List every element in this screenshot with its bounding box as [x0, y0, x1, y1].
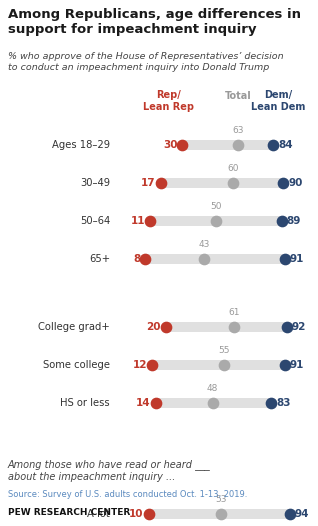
Text: Total: Total: [225, 91, 251, 101]
Text: Dem/
Lean Dem: Dem/ Lean Dem: [251, 90, 305, 112]
Point: [218, 510, 224, 518]
Text: 91: 91: [290, 254, 304, 264]
Text: 60: 60: [227, 164, 238, 173]
FancyBboxPatch shape: [181, 140, 274, 150]
Text: 65+: 65+: [89, 254, 110, 264]
Text: 11: 11: [131, 216, 145, 226]
Text: 10: 10: [129, 509, 144, 519]
Text: 92: 92: [292, 322, 306, 332]
Text: Among Republicans, age differences in
support for impeachment inquiry: Among Republicans, age differences in su…: [8, 8, 301, 36]
FancyBboxPatch shape: [149, 216, 282, 226]
Point: [149, 361, 155, 369]
Point: [230, 179, 235, 187]
Text: 14: 14: [136, 398, 150, 408]
Text: 50: 50: [210, 202, 222, 211]
Point: [284, 323, 289, 331]
FancyBboxPatch shape: [151, 360, 286, 370]
FancyBboxPatch shape: [144, 254, 286, 264]
Point: [269, 399, 274, 407]
Point: [143, 255, 148, 263]
Text: 20: 20: [146, 322, 161, 332]
Text: A lot: A lot: [87, 509, 110, 519]
Point: [282, 361, 287, 369]
FancyBboxPatch shape: [165, 322, 287, 332]
Text: 30: 30: [163, 140, 177, 150]
Text: College grad+: College grad+: [38, 322, 110, 332]
Point: [158, 179, 163, 187]
Text: 30–49: 30–49: [80, 178, 110, 188]
Point: [163, 323, 168, 331]
Text: Ages 18–29: Ages 18–29: [52, 140, 110, 150]
Point: [235, 141, 240, 149]
Text: 17: 17: [141, 178, 156, 188]
Point: [279, 217, 284, 225]
Text: 50–64: 50–64: [80, 216, 110, 226]
Text: 90: 90: [288, 178, 302, 188]
Point: [210, 399, 215, 407]
FancyBboxPatch shape: [160, 178, 284, 188]
Text: 84: 84: [278, 140, 293, 150]
Text: HS or less: HS or less: [60, 398, 110, 408]
Text: % who approve of the House of Representatives’ decision
to conduct an impeachmen: % who approve of the House of Representa…: [8, 52, 284, 72]
Point: [213, 217, 218, 225]
Point: [146, 510, 151, 518]
Text: 83: 83: [276, 398, 291, 408]
Text: Source: Survey of U.S. adults conducted Oct. 1-13, 2019.: Source: Survey of U.S. adults conducted …: [8, 490, 247, 499]
Text: Some college: Some college: [43, 360, 110, 370]
Point: [153, 399, 158, 407]
Text: PEW RESEARCH CENTER: PEW RESEARCH CENTER: [8, 508, 130, 517]
Point: [282, 255, 287, 263]
Point: [202, 255, 207, 263]
Text: Rep/
Lean Rep: Rep/ Lean Rep: [143, 90, 195, 112]
Text: 43: 43: [198, 240, 210, 249]
Point: [232, 323, 237, 331]
FancyBboxPatch shape: [155, 398, 273, 408]
Point: [148, 217, 153, 225]
Point: [271, 141, 276, 149]
Text: 63: 63: [232, 126, 244, 135]
Text: 89: 89: [287, 216, 301, 226]
Text: 12: 12: [133, 360, 147, 370]
Text: 91: 91: [290, 360, 304, 370]
Point: [222, 361, 227, 369]
Point: [180, 141, 185, 149]
Text: 48: 48: [207, 384, 218, 393]
FancyBboxPatch shape: [148, 509, 291, 519]
Text: 94: 94: [295, 509, 309, 519]
Text: 8: 8: [133, 254, 141, 264]
Text: 53: 53: [215, 495, 227, 504]
Point: [287, 510, 293, 518]
Point: [281, 179, 286, 187]
Text: 55: 55: [219, 346, 230, 355]
Text: Among those who have read or heard ___
about the impeachment inquiry ...: Among those who have read or heard ___ a…: [8, 459, 211, 482]
Text: 61: 61: [229, 308, 240, 317]
